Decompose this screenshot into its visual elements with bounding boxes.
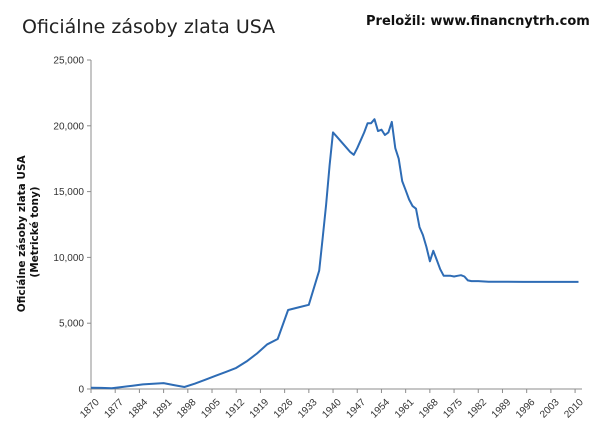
- y-tick-label: 20,000: [53, 121, 84, 132]
- y-tick-label: 5,000: [59, 319, 84, 330]
- x-tick-label: 1905: [199, 397, 223, 421]
- y-axis-label-line-1: Oficiálne zásoby zlata USA: [16, 154, 28, 312]
- y-tick-label: 25,000: [53, 56, 84, 67]
- x-tick-label: 1877: [102, 397, 126, 421]
- y-axis-label: Oficiálne zásoby zlata USA (Metrické ton…: [16, 152, 41, 313]
- plot-area: [90, 118, 579, 390]
- x-tick-label: 1940: [320, 397, 344, 421]
- y-axis-label-line-2: (Metrické tony): [29, 186, 41, 277]
- x-tick-label: 1982: [466, 397, 490, 421]
- x-tick-label: 1989: [490, 397, 514, 421]
- x-tick-label: 1933: [296, 397, 320, 421]
- x-tick-label: 1870: [78, 397, 102, 421]
- x-tick-label: 1926: [272, 397, 296, 421]
- x-tick-label: 1996: [514, 397, 538, 421]
- x-tick-label: 2003: [538, 397, 562, 421]
- x-tick-label: 1975: [441, 397, 465, 421]
- x-tick-label: 1954: [369, 397, 393, 421]
- translator-credit: Preložil: www.financnytrh.com: [366, 14, 590, 29]
- x-tick-label: 1968: [417, 397, 441, 421]
- y-tick-label: 0: [78, 385, 84, 396]
- y-tick-label: 15,000: [53, 187, 84, 198]
- x-tick-label: 2010: [562, 397, 586, 421]
- x-tick-label: 1884: [127, 397, 151, 421]
- chart-title: Oficiálne zásoby zlata USA: [22, 16, 276, 38]
- x-tick-label: 1891: [151, 397, 175, 421]
- x-tick-label: 1898: [175, 397, 199, 421]
- gold-reserves-series-line: [90, 118, 579, 390]
- x-tick-label: 1912: [223, 397, 247, 421]
- x-tick-label: 1947: [345, 397, 369, 421]
- y-tick-label: 10,000: [53, 253, 84, 264]
- axes: [87, 59, 582, 393]
- x-tick-label: 1919: [248, 397, 272, 421]
- x-tick-label: 1961: [393, 397, 417, 421]
